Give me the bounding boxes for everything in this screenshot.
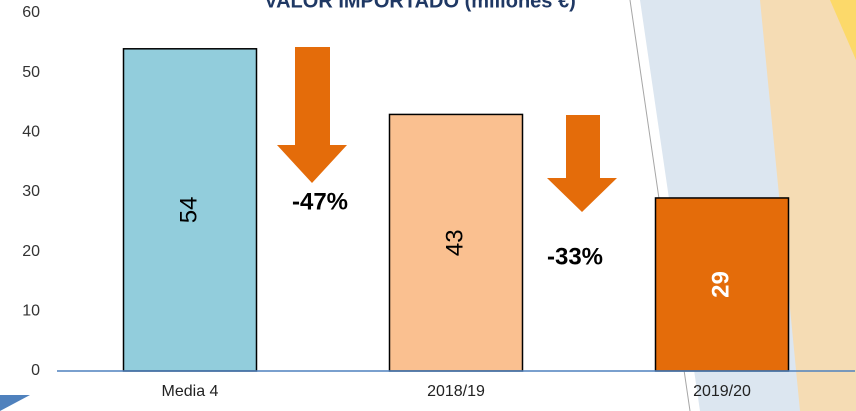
chart-title: VALOR IMPORTADO (millones €) bbox=[264, 0, 576, 12]
data-label: 54 bbox=[175, 197, 202, 224]
x-tick-label: 2019/20 bbox=[693, 383, 751, 400]
arrow bbox=[547, 115, 617, 212]
bar bbox=[388, 113, 524, 372]
data-label: 29 bbox=[707, 271, 734, 298]
y-tick-label: 50 bbox=[22, 64, 40, 81]
arrow bbox=[277, 47, 347, 183]
bar bbox=[122, 48, 258, 372]
bar bbox=[654, 197, 790, 372]
x-tick-label: 2018/19 bbox=[427, 383, 485, 400]
y-tick-label: 0 bbox=[31, 362, 40, 379]
y-tick-label: 60 bbox=[22, 4, 40, 21]
y-tick-label: 40 bbox=[22, 124, 40, 141]
y-tick-label: 20 bbox=[22, 243, 40, 260]
annotation: -47% bbox=[292, 188, 348, 215]
y-tick-label: 30 bbox=[22, 183, 40, 200]
x-tick-label: Media 4 bbox=[162, 383, 219, 400]
data-label: 43 bbox=[441, 229, 468, 256]
annotation: -33% bbox=[547, 243, 603, 270]
y-tick-label: 10 bbox=[22, 303, 40, 320]
